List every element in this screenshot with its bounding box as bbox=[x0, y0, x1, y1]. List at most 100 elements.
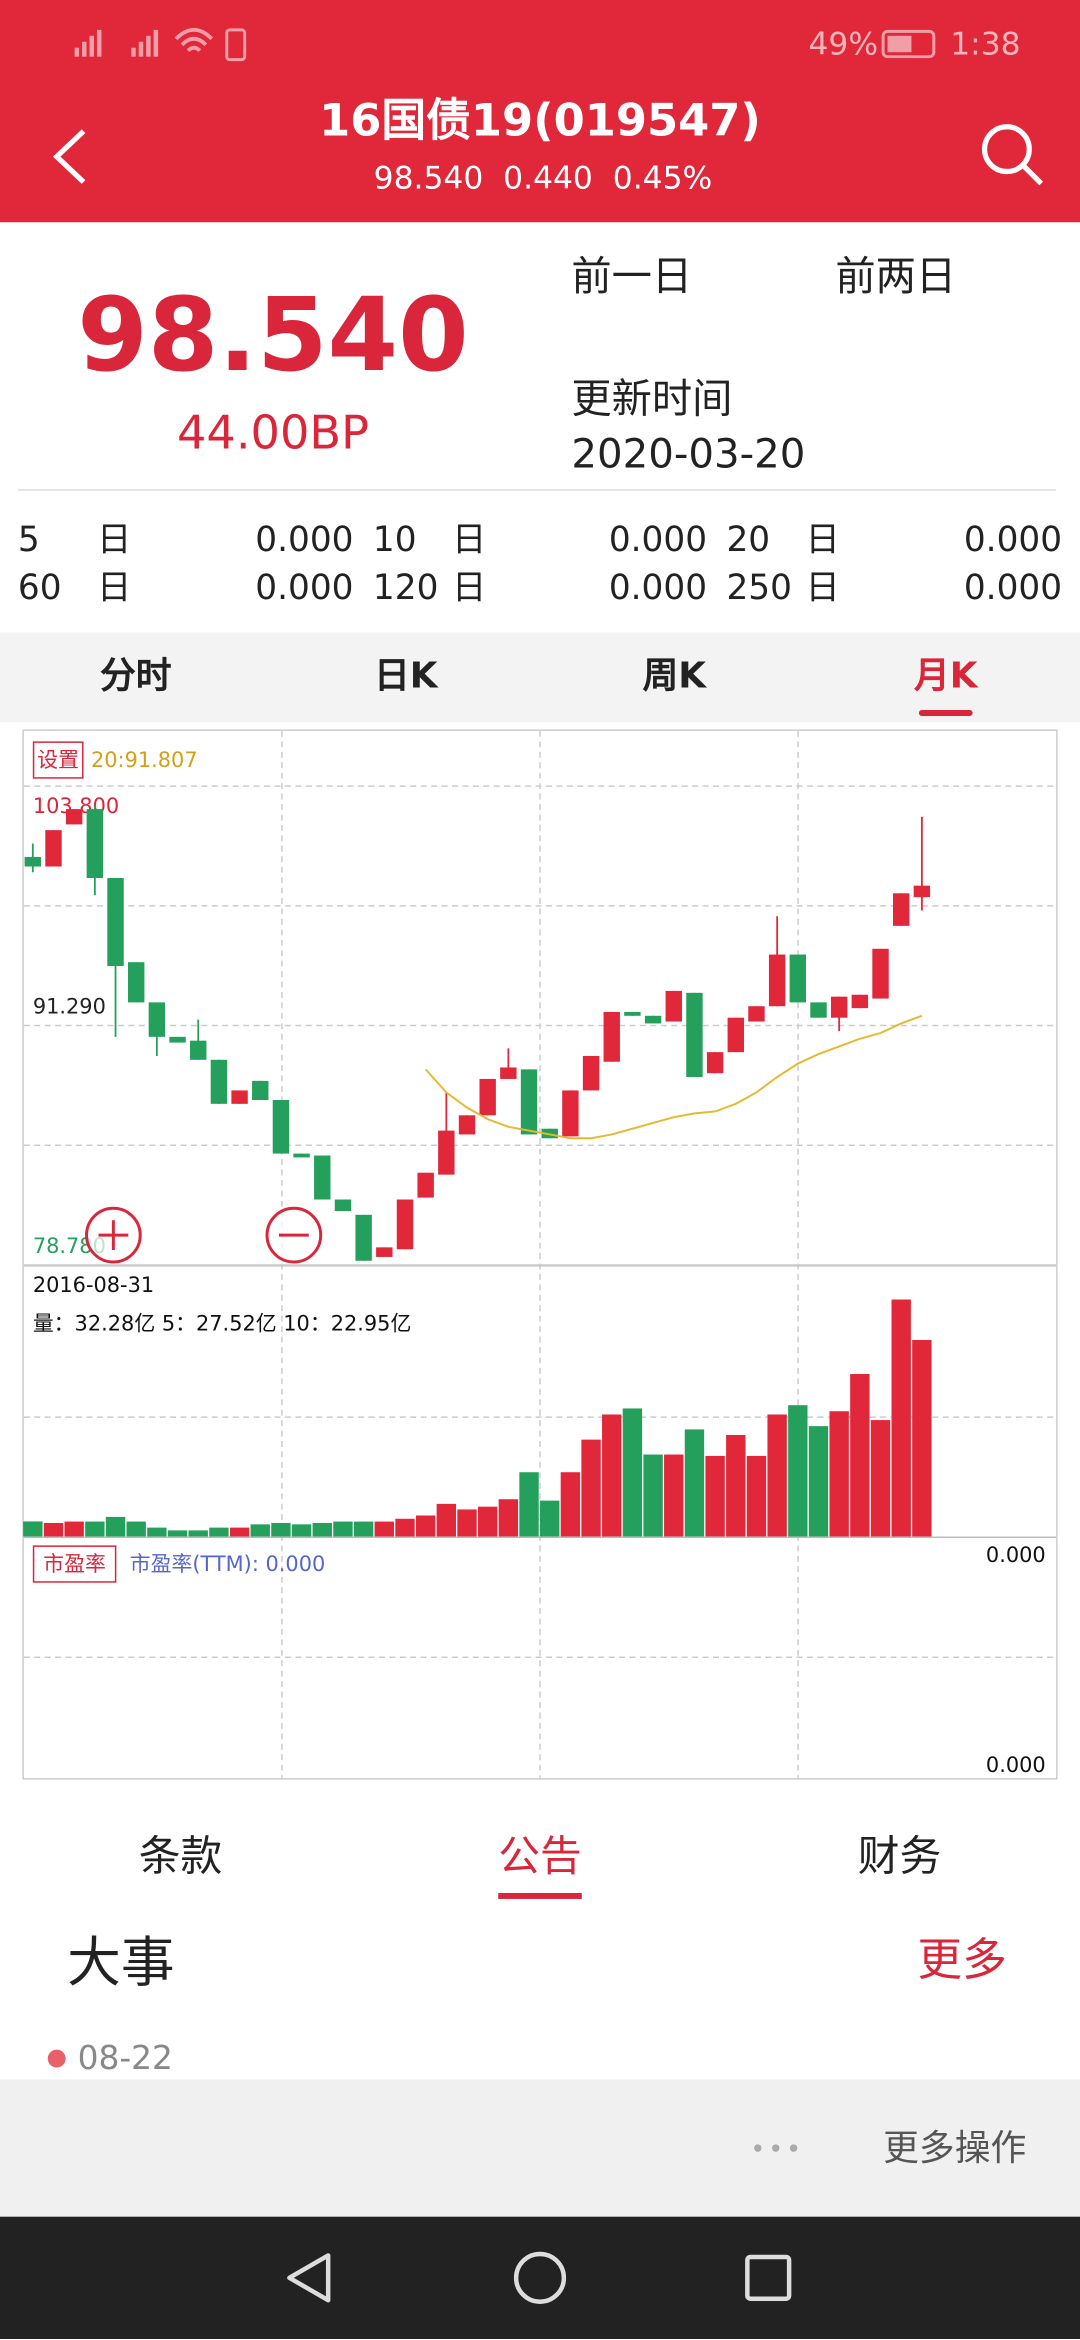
volume-bar bbox=[209, 1527, 229, 1537]
status-icons bbox=[52, 27, 1044, 186]
info-tab[interactable]: 财务 bbox=[857, 1831, 942, 1882]
ma-label: 20:91.807 bbox=[91, 748, 198, 772]
pe-button[interactable] bbox=[32, 1545, 117, 1583]
signal-icons bbox=[74, 29, 159, 57]
settings-button[interactable] bbox=[32, 741, 84, 779]
zoom-controls bbox=[85, 1206, 323, 1264]
stat-period: 10 bbox=[372, 521, 417, 561]
volume-bar bbox=[477, 1506, 498, 1537]
volume-bar bbox=[291, 1524, 312, 1537]
volume-bar bbox=[415, 1515, 436, 1537]
period-tab[interactable]: 分时 bbox=[99, 654, 172, 697]
back-button[interactable] bbox=[52, 129, 86, 184]
candle-body bbox=[479, 1078, 496, 1116]
candle-body bbox=[686, 992, 703, 1078]
volume-bar bbox=[126, 1521, 146, 1537]
events-more[interactable]: 更多 bbox=[917, 1934, 1007, 1987]
update-date: 2020-03-20 bbox=[571, 431, 806, 479]
candle-body bbox=[438, 1130, 455, 1175]
volume-bar bbox=[395, 1518, 415, 1537]
clock: 1:38 bbox=[950, 26, 1021, 62]
candle-body bbox=[231, 1090, 248, 1104]
candle-body bbox=[810, 1002, 827, 1018]
info-tab[interactable]: 公告 bbox=[498, 1831, 582, 1882]
candle-body bbox=[562, 1090, 579, 1137]
stat-value: 0.000 bbox=[608, 521, 708, 561]
volume-bar bbox=[540, 1500, 560, 1537]
info-tab[interactable]: 条款 bbox=[138, 1831, 223, 1882]
candle-body bbox=[252, 1080, 269, 1100]
volume-bar bbox=[147, 1527, 167, 1537]
stat-unit: 日 bbox=[96, 521, 132, 561]
candle-body bbox=[789, 954, 807, 1003]
nav-recent[interactable] bbox=[745, 2254, 792, 2301]
volume-bar bbox=[519, 1472, 539, 1537]
candle-body bbox=[169, 1036, 186, 1043]
candle-body bbox=[127, 962, 145, 1003]
stat-value: 0.000 bbox=[255, 521, 354, 561]
volume-bar bbox=[581, 1439, 601, 1537]
volume-bar bbox=[167, 1530, 188, 1537]
stat-unit: 日 bbox=[805, 569, 840, 608]
candle-body bbox=[314, 1155, 331, 1200]
pe-ttm: 市盈率(TTM): 0.000 bbox=[130, 1552, 325, 1576]
prev-two-days[interactable]: 前两日 bbox=[835, 254, 957, 301]
volume-bar bbox=[85, 1521, 105, 1537]
zoom-in-icon bbox=[98, 1220, 129, 1251]
candle-body bbox=[665, 990, 682, 1022]
candle-body bbox=[872, 948, 889, 999]
battery-icon bbox=[881, 29, 936, 59]
volume-bar bbox=[271, 1522, 291, 1537]
volume-bar bbox=[312, 1522, 332, 1537]
more-actions[interactable]: 更多操作 bbox=[883, 2127, 1027, 2169]
divider bbox=[17, 489, 1057, 491]
search-handle bbox=[1021, 163, 1044, 186]
volume-bar bbox=[726, 1434, 746, 1537]
period-tab[interactable]: 月K bbox=[913, 654, 978, 697]
pe-bottom-value: 0.000 bbox=[986, 1753, 1046, 1777]
candle-body bbox=[851, 994, 869, 1009]
candle-body bbox=[458, 1115, 476, 1135]
battery-level bbox=[887, 35, 912, 53]
period-tab[interactable]: 周K bbox=[642, 654, 707, 697]
pe-label[interactable]: 市盈率 bbox=[43, 1552, 106, 1576]
volume-bar bbox=[43, 1522, 64, 1537]
volume-bar bbox=[664, 1454, 684, 1537]
stat-unit: 日 bbox=[96, 569, 132, 608]
candle-body bbox=[603, 1011, 620, 1062]
prev-day[interactable]: 前一日 bbox=[571, 254, 693, 301]
event-date[interactable]: 08-22 bbox=[77, 2040, 173, 2078]
candle-body bbox=[272, 1099, 290, 1154]
volume-bar bbox=[643, 1454, 663, 1537]
candle-body bbox=[86, 809, 104, 878]
candle-body bbox=[644, 1015, 662, 1024]
volume-bar bbox=[374, 1521, 395, 1537]
nav-back[interactable] bbox=[287, 2253, 331, 2303]
nav-bar bbox=[0, 2216, 1080, 2340]
volume-bar bbox=[436, 1503, 457, 1537]
nav-home[interactable] bbox=[513, 2251, 567, 2304]
stat-unit: 日 bbox=[805, 521, 840, 561]
volume-bar bbox=[870, 1420, 891, 1537]
volume-bar bbox=[767, 1414, 787, 1537]
more-dots bbox=[754, 2144, 798, 2152]
stat-value: 0.000 bbox=[963, 521, 1063, 561]
candle-body bbox=[500, 1067, 517, 1079]
volume-bar bbox=[105, 1516, 126, 1537]
settings-label[interactable]: 设置 bbox=[37, 748, 79, 772]
ma20-line bbox=[424, 1014, 923, 1140]
volume-bar bbox=[560, 1472, 581, 1537]
volume-bar bbox=[808, 1426, 829, 1537]
tab-underline bbox=[498, 1892, 582, 1899]
price: 98.540 bbox=[77, 277, 469, 396]
period-tab[interactable]: 日K bbox=[373, 654, 438, 697]
wifi-icon bbox=[174, 27, 214, 53]
vibrate-icon bbox=[225, 28, 247, 62]
start-date: 2016-08-31 bbox=[33, 1273, 154, 1297]
candle-body bbox=[107, 877, 124, 967]
volume-bar bbox=[457, 1509, 477, 1537]
search-button[interactable] bbox=[981, 124, 1032, 175]
